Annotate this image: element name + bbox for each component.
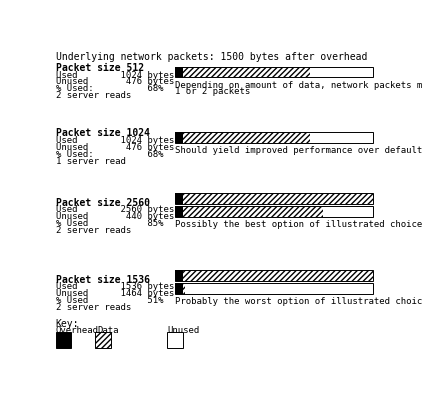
Bar [183, 67, 310, 78]
Text: Packet size 1024: Packet size 1024 [56, 128, 150, 138]
Text: Used        1024 bytes: Used 1024 bytes [56, 71, 174, 80]
Text: 2 server reads: 2 server reads [56, 91, 131, 100]
Text: Data: Data [98, 326, 119, 335]
Text: Unused       476 bytes: Unused 476 bytes [56, 143, 174, 152]
Text: % Used           85%: % Used 85% [56, 219, 163, 228]
Bar [183, 193, 373, 204]
Text: Unused       476 bytes: Unused 476 bytes [56, 78, 174, 86]
Bar [183, 270, 373, 281]
Text: Probably the worst option of illustrated choices: Probably the worst option of illustrated… [175, 297, 422, 306]
Bar [175, 283, 183, 294]
Bar [175, 132, 183, 143]
Bar [175, 283, 373, 294]
Bar [175, 206, 373, 217]
Bar [175, 132, 373, 143]
Text: Unused      1464 bytes: Unused 1464 bytes [56, 289, 174, 298]
Text: 1 or 2 packets: 1 or 2 packets [175, 87, 250, 96]
Bar [310, 67, 373, 78]
Bar [56, 333, 71, 348]
Text: Packet size 512: Packet size 512 [56, 63, 144, 73]
Bar [175, 270, 373, 281]
Text: Possibly the best option of illustrated choices: Possibly the best option of illustrated … [175, 220, 422, 229]
Text: Used        1024 bytes: Used 1024 bytes [56, 136, 174, 145]
Bar [175, 193, 373, 204]
Bar [175, 67, 373, 78]
Text: % Used           51%: % Used 51% [56, 296, 163, 305]
Text: % Used:          68%: % Used: 68% [56, 84, 163, 93]
Text: Underlying network packets: 1500 bytes after overhead: Underlying network packets: 1500 bytes a… [56, 52, 367, 62]
Text: Depending on amount of data, network packets may have: Depending on amount of data, network pac… [175, 80, 422, 89]
Text: Used        1536 bytes: Used 1536 bytes [56, 282, 174, 291]
Bar [323, 206, 373, 217]
Bar [183, 283, 185, 294]
Text: 2 server reads: 2 server reads [56, 226, 131, 235]
Bar [185, 283, 373, 294]
Text: % Used:          68%: % Used: 68% [56, 150, 163, 159]
Bar [95, 333, 111, 348]
Text: 2 server reads: 2 server reads [56, 303, 131, 312]
Text: Should yield improved performance over default of 512: Should yield improved performance over d… [175, 146, 422, 155]
Bar [183, 132, 310, 143]
Text: Overhead: Overhead [56, 326, 99, 335]
Bar [175, 206, 183, 217]
Text: Unused: Unused [168, 326, 200, 335]
Text: Used        2560 bytes: Used 2560 bytes [56, 205, 174, 214]
Bar [175, 193, 183, 204]
Text: Unused       440 bytes: Unused 440 bytes [56, 212, 174, 221]
Bar [168, 333, 183, 348]
Bar [175, 67, 183, 78]
Text: Key:: Key: [56, 319, 79, 329]
Bar [183, 206, 323, 217]
Bar [310, 132, 373, 143]
Text: Packet size 1536: Packet size 1536 [56, 275, 150, 284]
Text: 1 server read: 1 server read [56, 157, 126, 166]
Text: Packet size 2560: Packet size 2560 [56, 197, 150, 208]
Bar [175, 270, 183, 281]
